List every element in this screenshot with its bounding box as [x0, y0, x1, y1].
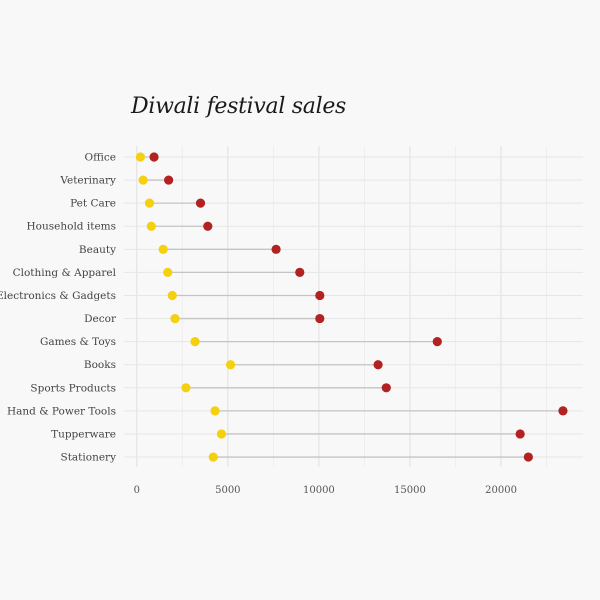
data-point — [167, 290, 177, 301]
data-point — [216, 429, 227, 439]
data-point — [432, 337, 442, 347]
data-point — [558, 406, 568, 416]
chart-title: Diwali festival sales — [131, 94, 347, 119]
x-axis: 0 5000 10000 15000 20000 — [134, 485, 517, 496]
data-point — [163, 267, 173, 277]
series-1 — [149, 152, 568, 462]
data-point — [146, 221, 156, 231]
category-label: Beauty — [79, 244, 116, 256]
data-point — [170, 313, 180, 324]
data-point — [515, 429, 525, 439]
data-point — [149, 152, 159, 162]
x-tick-label: 10000 — [303, 485, 335, 496]
category-label: Decor — [84, 313, 117, 325]
data-point — [144, 198, 155, 208]
category-label: Stationery — [61, 452, 117, 464]
y-axis: Office Veterinary Pet Care Household items B… — [0, 152, 117, 464]
category-label: Office — [84, 152, 116, 164]
data-point — [315, 290, 325, 301]
category-label: Tupperware — [51, 428, 116, 440]
x-tick-label: 0 — [134, 485, 140, 496]
data-point — [225, 360, 236, 370]
data-point — [158, 244, 168, 254]
data-point — [295, 267, 305, 277]
gridlines — [124, 146, 583, 467]
data-point — [208, 452, 218, 462]
data-point — [315, 313, 325, 324]
data-point — [271, 244, 281, 254]
data-point — [195, 198, 206, 208]
data-point — [373, 360, 383, 370]
category-label: Sports Products — [30, 382, 116, 394]
category-label: Electronics & Gadgets — [0, 290, 116, 302]
x-tick-label: 5000 — [215, 485, 240, 496]
category-label: Veterinary — [59, 175, 116, 187]
data-point — [138, 175, 148, 185]
data-point — [381, 383, 391, 393]
data-point — [210, 406, 220, 416]
category-label: Books — [84, 359, 116, 371]
data-point — [135, 152, 145, 162]
data-point — [190, 337, 200, 347]
data-point — [181, 383, 191, 393]
x-tick-label: 20000 — [485, 485, 517, 496]
category-label: Games & Toys — [40, 336, 116, 348]
category-label: Hand & Power Tools — [7, 405, 116, 417]
data-point — [164, 175, 174, 185]
category-label: Clothing & Apparel — [13, 267, 117, 279]
connectors — [140, 156, 563, 458]
data-point — [523, 452, 533, 462]
category-label: Household items — [27, 221, 116, 233]
data-point — [203, 221, 213, 231]
series-0 — [135, 152, 236, 462]
x-tick-label: 15000 — [394, 485, 426, 496]
category-label: Pet Care — [70, 198, 116, 210]
